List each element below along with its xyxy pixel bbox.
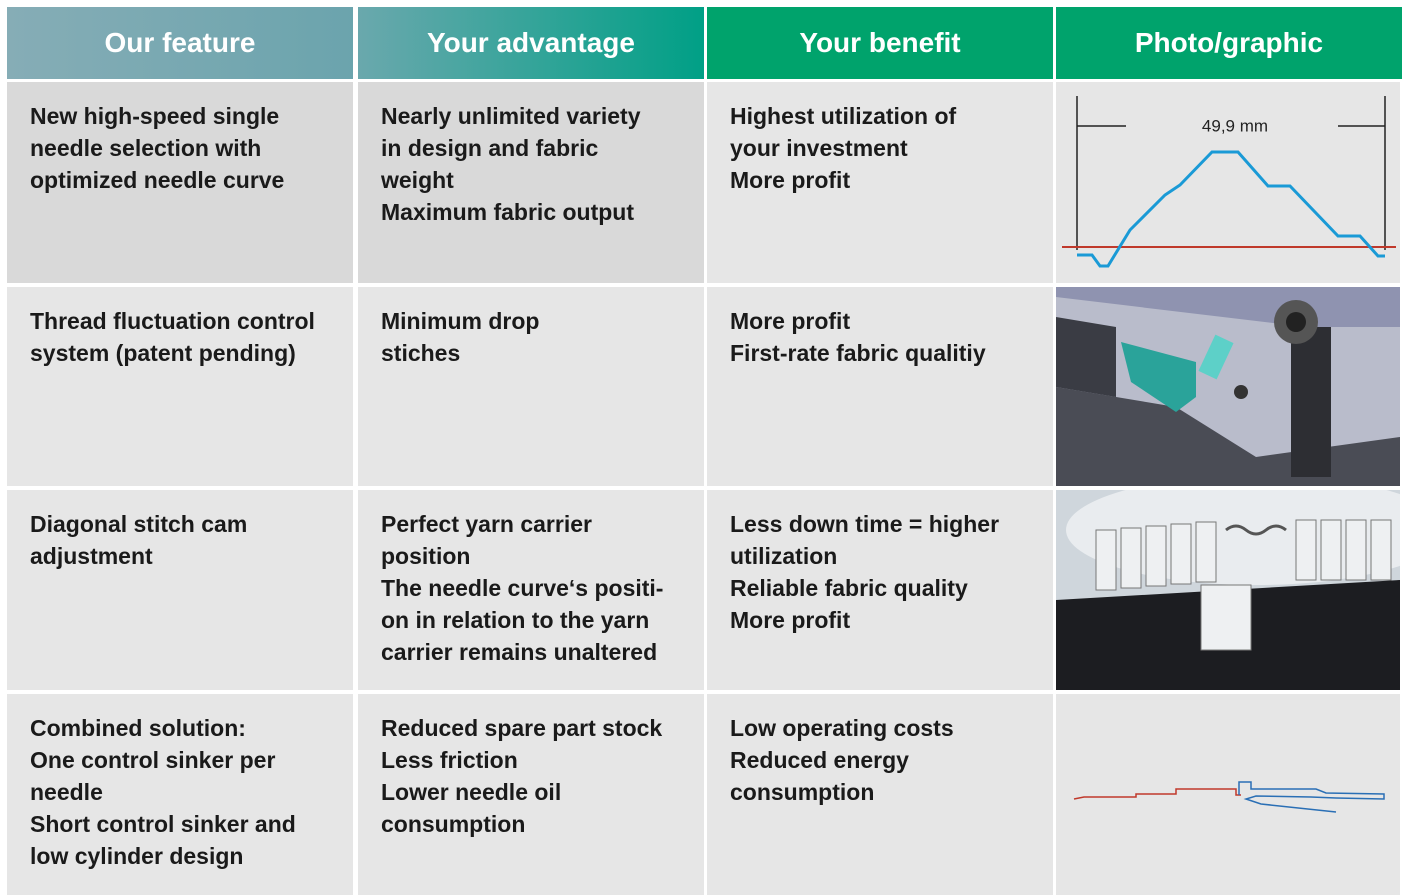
stitch-cam-photo (1056, 490, 1400, 690)
cell-line: in design and fabric (381, 135, 599, 161)
sinker-graphic (1056, 694, 1400, 895)
table-cell: Perfect yarn carrier position The needle c… (358, 490, 704, 690)
cell-line: More profit (730, 167, 851, 193)
cell-line: Maximum fabric output (381, 199, 635, 225)
thread-control-photo (1056, 287, 1400, 486)
column-header: Your advantage (358, 7, 704, 79)
table-cell: New high-speed single needle selection wi… (7, 82, 353, 283)
table-cell: Reduced spare part stock Less friction Low… (358, 694, 704, 895)
cell-line: Nearly unlimited variety (381, 103, 641, 129)
cell-line: Reduced spare part stock (381, 715, 663, 741)
cell-line: system (patent pending) (30, 340, 296, 366)
cell-line: Highest utilization of (730, 103, 957, 129)
cell-line: needle (30, 779, 103, 805)
cell-line: on in relation to the yarn (381, 607, 650, 633)
cell-line: position (381, 543, 471, 569)
cell-line: More profit (730, 308, 851, 334)
graphic-bg (1056, 82, 1400, 283)
needle-curve-graphic: 49,9 mm (1056, 82, 1400, 283)
cell-line: Low operating costs (730, 715, 954, 741)
cell-line: More profit (730, 607, 851, 633)
cell-line: adjustment (30, 543, 153, 569)
cell-line: Lower needle oil (381, 779, 562, 805)
table-cell: More profit First-rate fabric qualitiy (707, 287, 1053, 486)
cell-line: stiches (381, 340, 461, 366)
table-cell: Thread fluctuation control system (patent… (7, 287, 353, 486)
table-cell: Less down time = higher utilization Reliab… (707, 490, 1053, 690)
teal-part (1198, 334, 1234, 380)
column-header: Photo/graphic (1056, 7, 1402, 79)
cell-line: Short control sinker and (30, 811, 296, 837)
cell-line: Reduced energy (730, 747, 909, 773)
cell-line: Reliable fabric quality (730, 575, 968, 601)
cell-line: New high-speed single (30, 103, 280, 129)
cell-line: Diagonal stitch cam (30, 511, 248, 537)
table-cell: Low operating costs Reduced energy consump… (707, 694, 1053, 895)
photo-shape (1291, 327, 1331, 477)
cell-line: weight (381, 167, 454, 193)
needle-curve (1077, 150, 1385, 268)
teal-part (1121, 342, 1196, 412)
table-cell: Minimum drop stiches (358, 287, 704, 486)
cell-line: consumption (730, 779, 875, 805)
table-cell: Highest utilization of your investment Mor… (707, 82, 1053, 283)
cell-line: Minimum drop (381, 308, 540, 334)
photo-shape (1286, 312, 1306, 332)
cell-line: needle selection with (30, 135, 262, 161)
photo-shape (1225, 524, 1287, 536)
cell-line: The needle curve‘s positi- (381, 575, 664, 601)
column-header: Your benefit (707, 7, 1053, 79)
cell-line: consumption (381, 811, 526, 837)
photo-shape (1234, 385, 1248, 399)
cell-line: carrier remains unaltered (381, 639, 658, 665)
cell-line: your investment (730, 135, 908, 161)
cell-line: utilization (730, 543, 838, 569)
cell-line: Combined solution: (30, 715, 246, 741)
cell-line: Thread fluctuation control (30, 308, 315, 334)
table-cell: Combined solution: One control sinker per… (7, 694, 353, 895)
cell-line: One control sinker per (30, 747, 276, 773)
table-cell: Diagonal stitch cam adjustment (7, 490, 353, 690)
column-header: Our feature (7, 7, 353, 79)
cell-line: First-rate fabric qualitiy (730, 340, 986, 366)
cell-line: Less down time = higher (730, 511, 1000, 537)
cell-line: optimized needle curve (30, 167, 285, 193)
dimension-label: 49,9 mm (1202, 116, 1268, 135)
cam-blocks (1095, 519, 1392, 651)
cell-line: Less friction (381, 747, 518, 773)
graphic-bg (1056, 694, 1400, 895)
cell-line: low cylinder design (30, 843, 244, 869)
photo-shape (1056, 317, 1116, 397)
sinker-red (1073, 788, 1241, 800)
cell-line: Perfect yarn carrier (381, 511, 592, 537)
table-cell: Nearly unlimited variety in design and fa… (358, 82, 704, 283)
sinker-blue (1238, 781, 1385, 813)
